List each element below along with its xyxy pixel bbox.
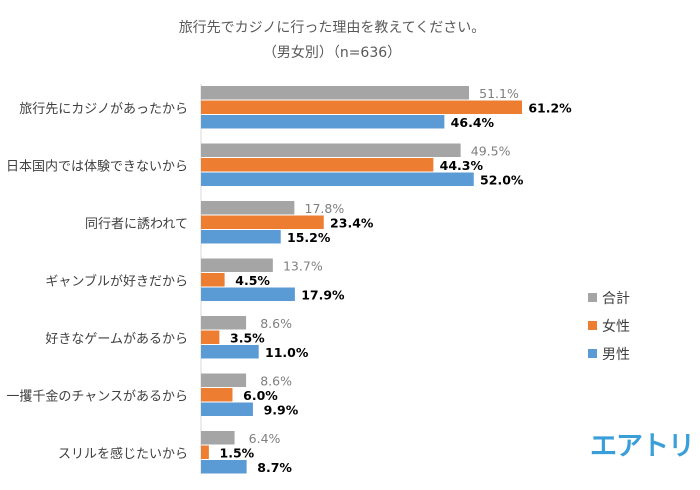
data-label: 51.1% (479, 86, 519, 101)
bar-series (201, 86, 522, 474)
data-label: 8.7% (257, 460, 292, 475)
category-label: ギャンブルが好きだから (45, 273, 188, 289)
bar (201, 460, 247, 474)
legend-label: 合計 (602, 291, 630, 307)
category-label: 好きなゲームがあるから (45, 332, 188, 347)
data-label: 1.5% (220, 446, 255, 461)
data-label: 4.5% (235, 273, 270, 288)
bar (201, 373, 247, 387)
data-label: 13.7% (283, 259, 323, 274)
bar (201, 431, 235, 445)
chart-title: 旅行先でカジノに行った理由を教えてください。 (179, 20, 486, 36)
data-label: 9.9% (264, 403, 299, 418)
data-label: 11.0% (265, 345, 309, 360)
brand-logo: エアトリ (590, 431, 695, 462)
bar (201, 402, 253, 416)
bar (201, 115, 445, 129)
data-labels: 51.1% 61.2% 46.4% 49.5%44.3%52.0% 17.8%23.4%… (220, 86, 573, 475)
data-label: 6.0% (243, 388, 278, 403)
bar (201, 345, 259, 359)
legend-swatch (588, 349, 597, 358)
data-label: 8.6% (260, 316, 292, 331)
bar (201, 201, 295, 215)
data-label: 17.9% (301, 288, 345, 303)
bar (201, 100, 522, 114)
data-label: 52.0% (480, 173, 524, 188)
data-label: 46.4% (451, 115, 495, 130)
data-label: 3.5% (230, 331, 265, 346)
bar (201, 388, 233, 402)
chart-subtitle: （男女別）（n=636） (263, 44, 401, 61)
legend-label: 男性 (602, 347, 630, 363)
category-label: 日本国内では体験できないから (6, 158, 188, 174)
data-label: 49.5% (471, 144, 511, 159)
bar (201, 330, 220, 344)
legend-label: 女性 (602, 318, 630, 335)
legend-swatch (588, 293, 597, 302)
data-label: 8.6% (260, 374, 292, 389)
category-label: 同行者に誘われて (85, 217, 188, 232)
bar (201, 230, 281, 244)
bar (201, 287, 295, 301)
category-labels: 旅行先にカジノがあったから日本国内では体験できないから同行者に誘われてギャンブル… (6, 102, 188, 462)
data-label: 61.2% (528, 101, 572, 116)
data-label: 6.4% (249, 431, 281, 446)
bar (201, 215, 324, 229)
data-label: 23.4% (330, 216, 374, 231)
legend-swatch (588, 321, 597, 330)
data-label: 15.2% (287, 230, 331, 245)
bar (201, 258, 273, 272)
data-label: 17.8% (305, 201, 345, 216)
bar (201, 86, 470, 100)
category-label: 一攫千金のチャンスがあるから (6, 388, 188, 404)
bar (201, 158, 434, 172)
data-label: 44.3% (440, 158, 484, 173)
category-label: 旅行先にカジノがあったから (19, 102, 188, 117)
category-label: スリルを感じたいから (58, 446, 188, 462)
bar (201, 316, 247, 330)
bar (201, 172, 474, 186)
bar (201, 143, 461, 157)
bar (201, 445, 209, 459)
bar (201, 273, 225, 287)
